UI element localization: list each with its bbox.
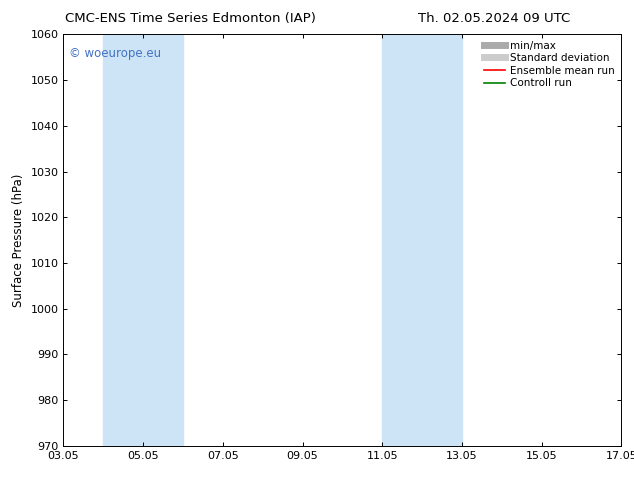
Y-axis label: Surface Pressure (hPa): Surface Pressure (hPa)	[12, 173, 25, 307]
Text: © woeurope.eu: © woeurope.eu	[69, 47, 161, 60]
Legend: min/max, Standard deviation, Ensemble mean run, Controll run: min/max, Standard deviation, Ensemble me…	[481, 37, 618, 92]
Text: Th. 02.05.2024 09 UTC: Th. 02.05.2024 09 UTC	[418, 12, 571, 25]
Text: CMC-ENS Time Series Edmonton (IAP): CMC-ENS Time Series Edmonton (IAP)	[65, 12, 316, 25]
Bar	[103, 34, 183, 446]
Bar	[382, 34, 462, 446]
